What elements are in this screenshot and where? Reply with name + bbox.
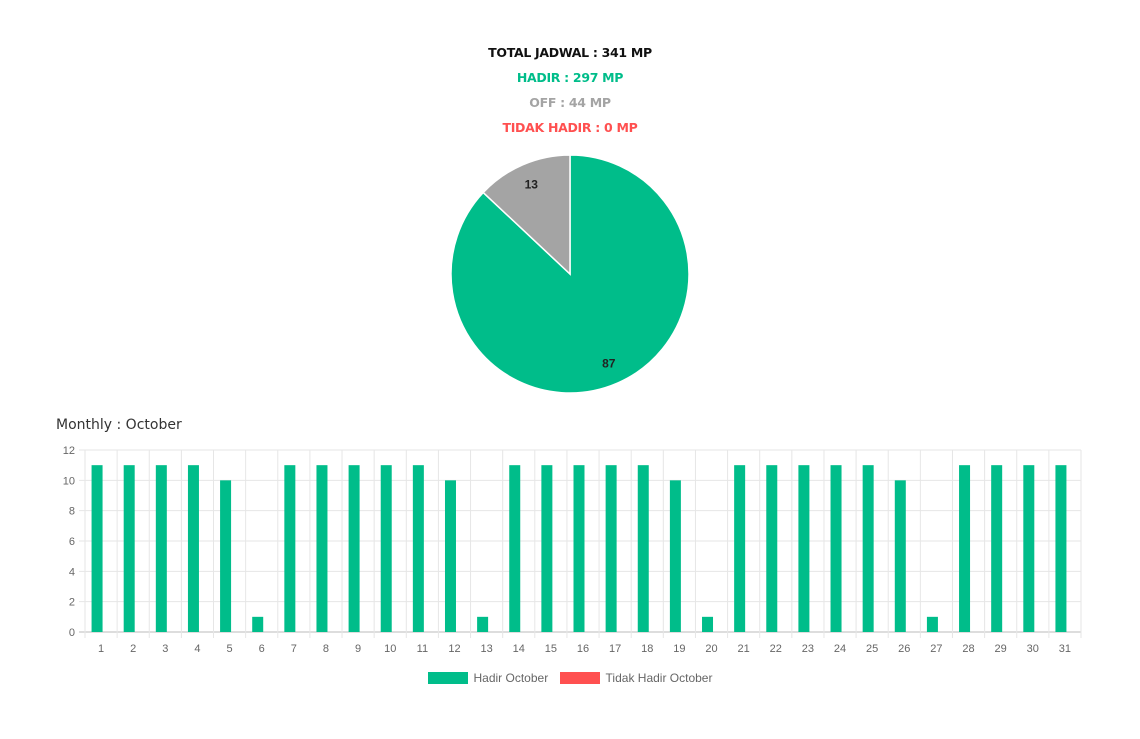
bar-hadir-17[interactable]	[605, 465, 617, 632]
x-tick-label: 8	[323, 643, 329, 655]
x-tick-label: 23	[802, 643, 814, 655]
bar-hadir-14[interactable]	[509, 465, 521, 632]
bar-hadir-19[interactable]	[669, 480, 681, 632]
x-tick-label: 5	[227, 643, 233, 655]
bar-hadir-6[interactable]	[252, 616, 264, 632]
bar-hadir-30[interactable]	[1023, 465, 1035, 632]
bar-hadir-10[interactable]	[380, 465, 392, 632]
bar-hadir-23[interactable]	[798, 465, 810, 632]
bar-hadir-31[interactable]	[1055, 465, 1067, 632]
bar-hadir-29[interactable]	[991, 465, 1003, 632]
bar-hadir-7[interactable]	[284, 465, 296, 632]
total-jadwal-text: TOTAL JADWAL : 341 MP	[488, 45, 652, 60]
y-tick-label: 6	[69, 536, 75, 548]
x-tick-label: 29	[995, 643, 1007, 655]
bar-hadir-21[interactable]	[734, 465, 746, 632]
x-tick-label: 18	[641, 643, 653, 655]
legend-label-hadir: Hadir October	[473, 671, 549, 686]
y-tick-label: 2	[69, 597, 75, 609]
y-tick-label: 4	[69, 566, 75, 578]
bar-hadir-9[interactable]	[348, 465, 360, 632]
legend-item-tidak-hadir[interactable]: Tidak Hadir October	[559, 670, 713, 686]
y-tick-label: 12	[63, 445, 75, 457]
bar-hadir-22[interactable]	[766, 465, 778, 632]
bar-hadir-16[interactable]	[573, 465, 585, 632]
legend-swatch-hadir	[427, 672, 468, 685]
legend-label-tidak-hadir: Tidak Hadir October	[605, 671, 713, 686]
bar-hadir-1[interactable]	[91, 465, 103, 632]
bar-hadir-27[interactable]	[926, 616, 938, 632]
x-tick-label: 10	[384, 643, 396, 655]
off-text: OFF : 44 MP	[529, 95, 611, 110]
x-tick-label: 20	[705, 643, 717, 655]
x-tick-label: 11	[417, 643, 428, 655]
x-tick-label: 14	[513, 643, 525, 655]
x-tick-label: 4	[194, 643, 200, 655]
x-tick-label: 16	[577, 643, 589, 655]
x-tick-label: 15	[545, 643, 557, 655]
pie-slice-13[interactable]	[482, 154, 571, 276]
x-tick-label: 7	[291, 643, 297, 655]
bar-legend: Hadir October Tidak Hadir October	[0, 670, 1140, 685]
x-tick-label: 2	[130, 643, 136, 655]
x-tick-label: 21	[738, 643, 750, 655]
bar-hadir-18[interactable]	[637, 465, 649, 632]
bar-hadir-5[interactable]	[220, 480, 232, 632]
bar-hadir-26[interactable]	[894, 480, 906, 632]
x-tick-label: 17	[609, 643, 621, 655]
bar-hadir-3[interactable]	[155, 465, 167, 632]
bar-hadir-25[interactable]	[862, 465, 874, 632]
bar-hadir-8[interactable]	[316, 465, 328, 632]
bar-hadir-20[interactable]	[702, 616, 714, 632]
bar-hadir-2[interactable]	[123, 465, 135, 632]
tidak-hadir-text: TIDAK HADIR : 0 MP	[502, 120, 638, 135]
x-tick-label: 9	[355, 643, 361, 655]
legend-item-hadir[interactable]: Hadir October	[427, 670, 549, 686]
attendance-pie-chart: 87 13	[450, 154, 690, 394]
x-tick-label: 30	[1027, 643, 1039, 655]
bar-hadir-28[interactable]	[959, 465, 971, 632]
x-tick-label: 24	[834, 643, 846, 655]
x-tick-label: 27	[930, 643, 942, 655]
y-tick-label: 0	[69, 627, 75, 639]
x-tick-label: 25	[866, 643, 878, 655]
pie-label-87: 87	[602, 357, 616, 371]
bar-hadir-12[interactable]	[444, 480, 456, 632]
bar-hadir-15[interactable]	[541, 465, 553, 632]
pie-slice-87[interactable]	[450, 154, 690, 394]
x-tick-label: 28	[962, 643, 974, 655]
monthly-title: Monthly : October	[56, 417, 182, 433]
x-tick-label: 22	[770, 643, 782, 655]
x-tick-label: 31	[1059, 643, 1071, 655]
x-tick-label: 19	[673, 643, 685, 655]
x-tick-label: 3	[162, 643, 168, 655]
bar-hadir-24[interactable]	[830, 465, 842, 632]
legend-swatch-tidak-hadir	[559, 672, 600, 685]
pie-label-13: 13	[525, 177, 539, 191]
hadir-text: HADIR : 297 MP	[516, 70, 624, 85]
x-tick-label: 26	[898, 643, 910, 655]
y-tick-label: 10	[63, 475, 75, 487]
bar-hadir-4[interactable]	[187, 465, 199, 632]
x-tick-label: 12	[448, 643, 460, 655]
x-tick-label: 13	[480, 643, 492, 655]
x-tick-label: 1	[98, 643, 104, 655]
y-tick-label: 8	[69, 506, 75, 518]
summary-block: TOTAL JADWAL : 341 MP HADIR : 297 MP OFF…	[0, 40, 1140, 140]
bar-hadir-13[interactable]	[477, 616, 489, 632]
x-tick-label: 6	[259, 643, 265, 655]
bar-hadir-11[interactable]	[412, 465, 424, 632]
